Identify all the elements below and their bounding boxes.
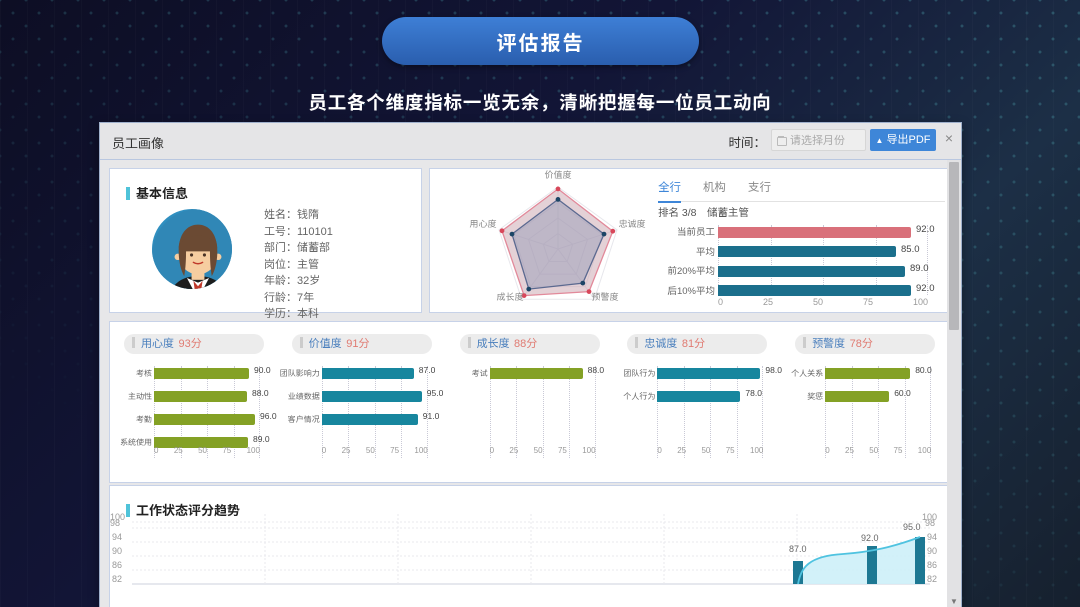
svg-text:92.0: 92.0 [861,533,879,543]
svg-text:87.0: 87.0 [789,544,807,554]
svg-text:95.0: 95.0 [903,522,921,532]
